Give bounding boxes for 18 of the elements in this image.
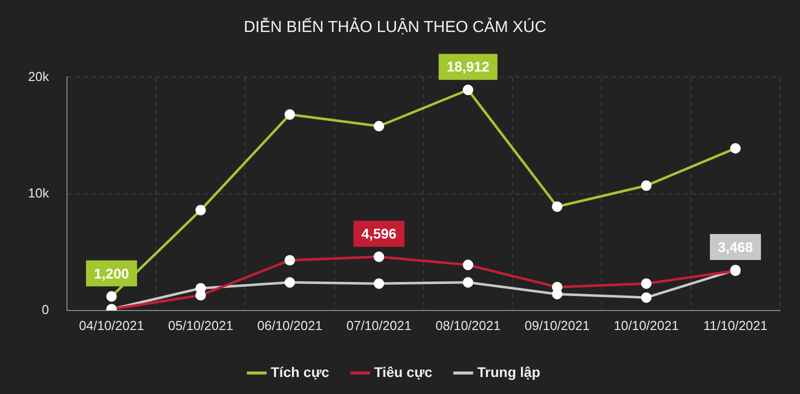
legend-label: Tiêu cực [374,364,432,380]
legend-label: Trung lập [477,364,540,380]
x-tick-label: 11/10/2021 [703,318,768,333]
data-label: 18,912 [446,58,490,75]
x-tick-label: 08/10/2021 [436,318,501,333]
legend-label: Tích cực [270,364,330,380]
y-tick-label: 10k [28,185,50,200]
chart-title: DIỄN BIẾN THẢO LUẬN THEO CẢM XÚC [244,17,546,36]
x-tick-label: 10/10/2021 [614,318,679,333]
x-tick-label: 06/10/2021 [257,318,322,333]
x-tick-label: 05/10/2021 [168,318,234,333]
y-tick-label: 0 [42,302,49,317]
x-tick-label: 04/10/2021 [78,318,144,333]
data-label: 4,596 [361,226,397,242]
y-tick-label: 20k [28,68,50,84]
data-label: 1,200 [94,265,130,282]
x-tick-label: 09/10/2021 [524,318,590,333]
x-tick-label: 07/10/2021 [346,318,412,333]
